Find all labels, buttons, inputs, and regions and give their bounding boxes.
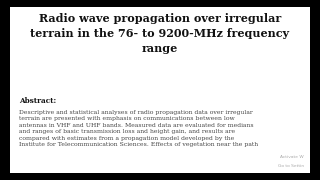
Text: Activate W: Activate W <box>280 155 304 159</box>
Text: Go to Settin: Go to Settin <box>278 164 304 168</box>
Text: Abstract:: Abstract: <box>19 97 56 105</box>
Text: Descriptive and statistical analyses of radio propagation data over irregular
te: Descriptive and statistical analyses of … <box>19 110 258 147</box>
Text: Radio wave propagation over irregular
terrain in the 76- to 9200-MHz frequency
r: Radio wave propagation over irregular te… <box>30 13 290 54</box>
FancyBboxPatch shape <box>10 7 310 173</box>
